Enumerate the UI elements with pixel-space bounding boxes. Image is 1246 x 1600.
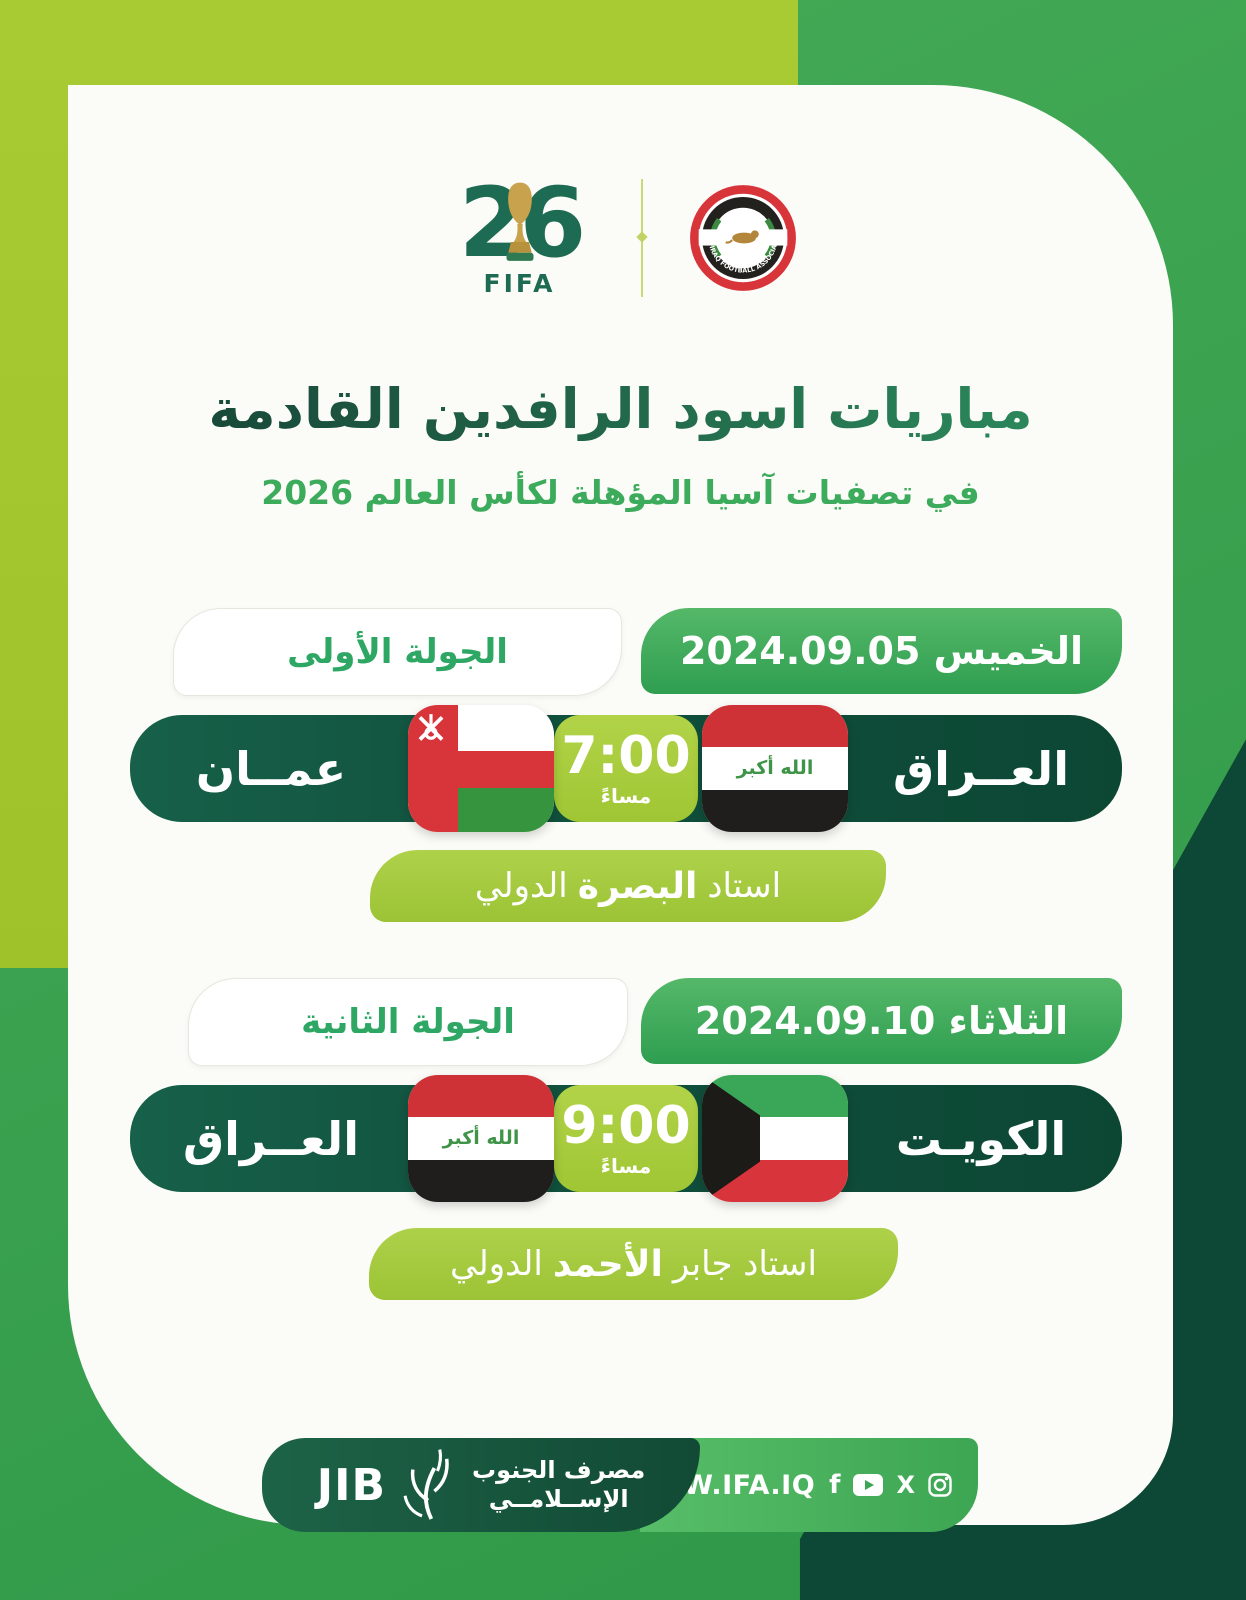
iraq-flag-white-stripe: الله أكبر [408, 1117, 554, 1160]
bank-name-line1: مصرف الجنوب [472, 1456, 646, 1485]
logos-row: 2 6 FIFA [68, 163, 1173, 313]
poster-title: مباريات اسود الرافدين القادمة [68, 377, 1173, 441]
time-value: 9:00 [561, 1095, 691, 1156]
round-badge-2: الجولة الثانية [188, 978, 628, 1066]
oman-flag-red-stripe [457, 750, 554, 788]
date-badge-2: الثلاثاء 2024.09.10 [641, 978, 1122, 1064]
stadium-prefix: استاد جابر [672, 1244, 817, 1284]
bank-name-line2: الإســلامــي [488, 1485, 629, 1513]
iraq-flag-white-stripe: الله أكبر [702, 747, 848, 790]
stadium-bar-2: استاد جابر الأحمد الدولي [369, 1228, 898, 1300]
youtube-icon [853, 1474, 884, 1496]
team-name-kuwait: الكويـت [895, 1111, 1067, 1166]
time-value: 7:00 [561, 725, 691, 786]
fifa-26-digits: 2 6 [445, 175, 595, 271]
team-name-oman: عمــان [195, 741, 347, 796]
iraq-flag: الله أكبر [702, 705, 848, 832]
team-name-iraq-2: العــراق [183, 1111, 359, 1166]
bank-acronym: JIB [316, 1459, 387, 1511]
oman-flag-hoist-stripe [408, 705, 458, 832]
iraq-flag-black-stripe [702, 789, 848, 832]
logo-divider [640, 179, 643, 297]
iraq-flag-takbir-text: الله أكبر [736, 757, 814, 780]
iraq-flag-2: الله أكبر [408, 1075, 554, 1202]
instagram-icon [928, 1473, 952, 1497]
time-period: مساءً [600, 783, 652, 808]
x-icon: X [896, 1471, 915, 1499]
iraq-flag-takbir-text: الله أكبر [442, 1127, 520, 1150]
kickoff-time-2: 9:00 مساءً [554, 1085, 698, 1192]
iraq-flag-red-stripe [702, 705, 848, 748]
poster-subtitle: في تصفيات آسيا المؤهلة لكأس العالم 2026 [261, 473, 980, 512]
fifa-label: FIFA [483, 269, 556, 299]
team-name-iraq: العــراق [893, 741, 1069, 796]
time-period: مساءً [600, 1153, 652, 1178]
iraq-flag-black-stripe [408, 1159, 554, 1202]
stadium-name: الأحمد [552, 1243, 663, 1285]
kickoff-time-1: 7:00 مساءً [554, 715, 698, 822]
social-icons-row: f X [829, 1472, 952, 1498]
content-card: 2 6 FIFA [68, 85, 1173, 1525]
stadium-bar-1: استاد البصرة الدولي [370, 850, 886, 922]
oman-flag [408, 705, 554, 832]
facebook-icon: f [829, 1470, 841, 1500]
iraq-football-association-logo: IRAQ FOOTBALL ASSOCIATION [689, 184, 796, 291]
kuwait-flag [702, 1075, 848, 1202]
oman-flag-white-stripe [457, 705, 554, 751]
sponsor-bar: JIB مصرف الجنوب الإســلامــي [262, 1438, 700, 1532]
stadium-prefix: استاد [707, 866, 782, 906]
stadium-suffix: الدولي [450, 1244, 543, 1284]
match-bar-1: العــراق عمــان الله أكبر [130, 705, 1122, 832]
stadium-suffix: الدولي [474, 866, 568, 906]
match-bar-2: الكويـت العــراق الله أكبر 9:00 مساءً [130, 1075, 1122, 1202]
fifa-wc26-logo: 2 6 FIFA [445, 175, 595, 299]
oman-flag-green-stripe [457, 787, 554, 832]
world-cup-trophy-icon [502, 180, 538, 281]
bank-plant-logo-icon [403, 1449, 449, 1520]
bank-name: مصرف الجنوب الإســلامــي [472, 1456, 645, 1514]
oman-emblem-icon [418, 714, 444, 741]
date-badge-1: الخميس 2024.09.05 [641, 608, 1122, 694]
stadium-name: البصرة [577, 865, 698, 907]
round-badge-1: الجولة الأولى [173, 608, 622, 696]
iraq-flag-red-stripe [408, 1075, 554, 1118]
